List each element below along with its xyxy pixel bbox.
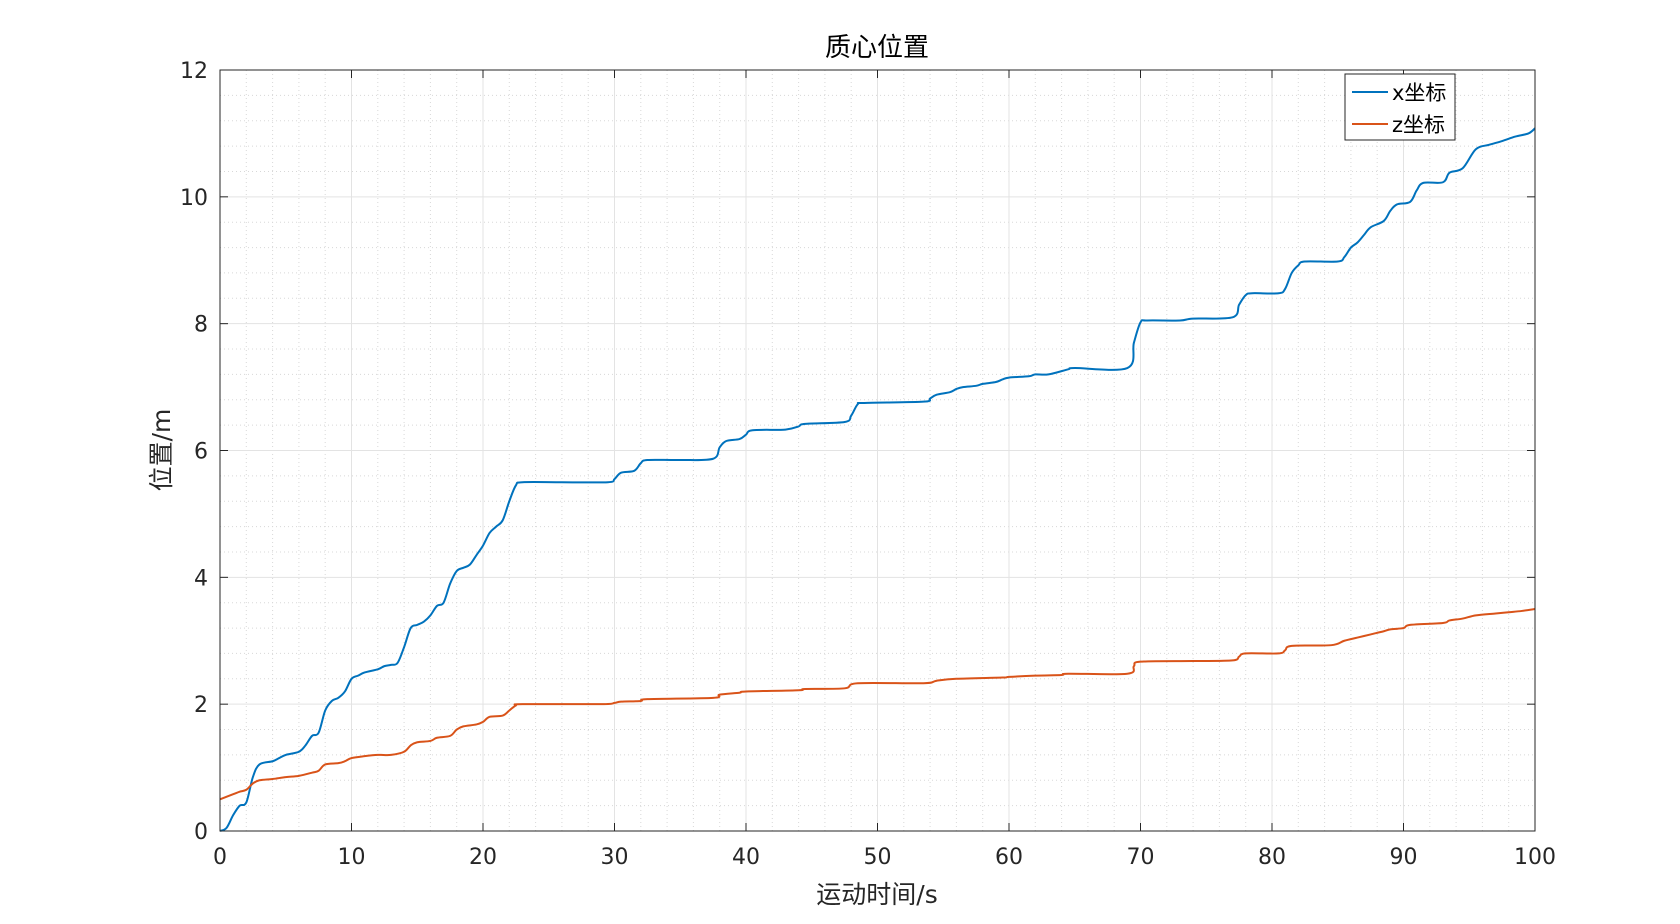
series-line-x — [219, 127, 1536, 832]
y-tick-label: 10 — [180, 186, 208, 211]
x-tick-label: 80 — [1258, 845, 1286, 870]
x-tick-label: 30 — [601, 845, 629, 870]
x-tick-label: 90 — [1390, 845, 1418, 870]
y-axis: 0 2 4 6 8 10 12 — [180, 59, 1535, 845]
x-tick-label: 10 — [338, 845, 366, 870]
y-tick-label: 6 — [194, 440, 208, 465]
x-tick-label: 100 — [1514, 845, 1556, 870]
y-axis-title: 位置/m — [147, 409, 176, 492]
x-tick-label: 0 — [213, 845, 227, 870]
y-tick-label: 0 — [194, 820, 208, 845]
x-axis: 0 10 20 30 40 50 60 70 80 90 100 — [213, 70, 1556, 870]
y-tick-label: 4 — [194, 566, 208, 591]
legend-label-x: x坐标 — [1392, 81, 1446, 105]
x-tick-label: 50 — [864, 845, 892, 870]
legend-label-z: z坐标 — [1392, 113, 1445, 137]
x-tick-label: 60 — [995, 845, 1023, 870]
y-tick-label: 2 — [194, 693, 208, 718]
series-layer — [219, 127, 1536, 832]
x-axis-title: 运动时间/s — [816, 880, 937, 909]
legend-box — [1344, 73, 1456, 141]
x-tick-label: 20 — [469, 845, 497, 870]
y-tick-label: 12 — [180, 59, 208, 84]
chart-title: 质心位置 — [825, 33, 929, 63]
legend: x坐标 z坐标 — [1344, 73, 1456, 141]
x-tick-label: 70 — [1127, 845, 1155, 870]
x-tick-label: 40 — [732, 845, 760, 870]
series-line-z — [219, 608, 1536, 801]
y-tick-label: 8 — [194, 313, 208, 338]
